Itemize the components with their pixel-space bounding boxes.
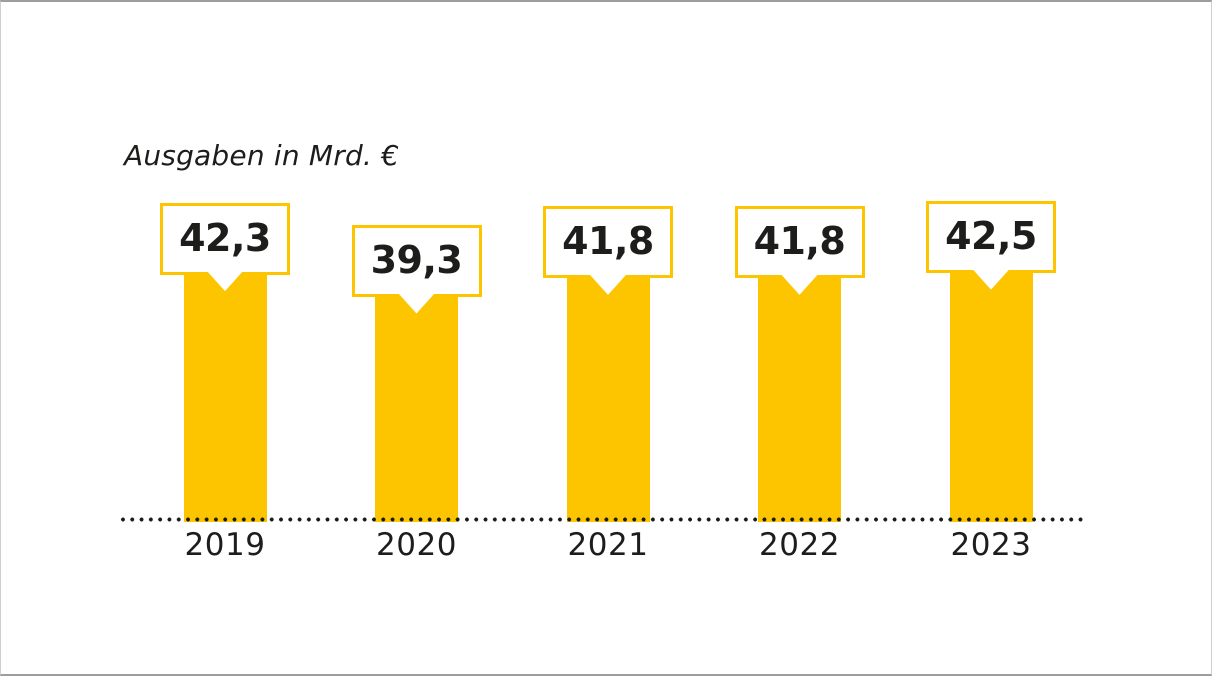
value-label: 41,8 — [562, 219, 654, 264]
value-label-box-2019: 42,3 — [160, 202, 290, 275]
x-axis-label-2022: 2022 — [759, 527, 840, 563]
bar-2019 — [183, 274, 267, 522]
value-label-box-2021: 41,8 — [543, 206, 673, 279]
x-axis-dotted-baseline — [119, 515, 1086, 524]
bar-2023 — [949, 273, 1033, 522]
bar-2022 — [758, 278, 841, 522]
value-label-box-2020: 39,3 — [351, 225, 482, 298]
bar-2020 — [375, 297, 458, 522]
value-label: 42,3 — [179, 215, 271, 260]
value-label-box-2022: 41,8 — [734, 206, 865, 279]
x-axis-label-2023: 2023 — [950, 527, 1032, 563]
value-label: 39,3 — [370, 238, 463, 283]
value-label-box-2023: 42,5 — [926, 201, 1056, 274]
x-axis-label-2021: 2021 — [567, 527, 649, 563]
value-label: 42,5 — [945, 214, 1037, 259]
bar-2021 — [566, 278, 650, 522]
x-axis-label-2020: 2020 — [376, 527, 457, 563]
chart-title: Ausgaben in Mrd. € — [124, 139, 400, 172]
x-axis-label-2019: 2019 — [184, 527, 266, 563]
value-label: 41,8 — [753, 219, 846, 264]
